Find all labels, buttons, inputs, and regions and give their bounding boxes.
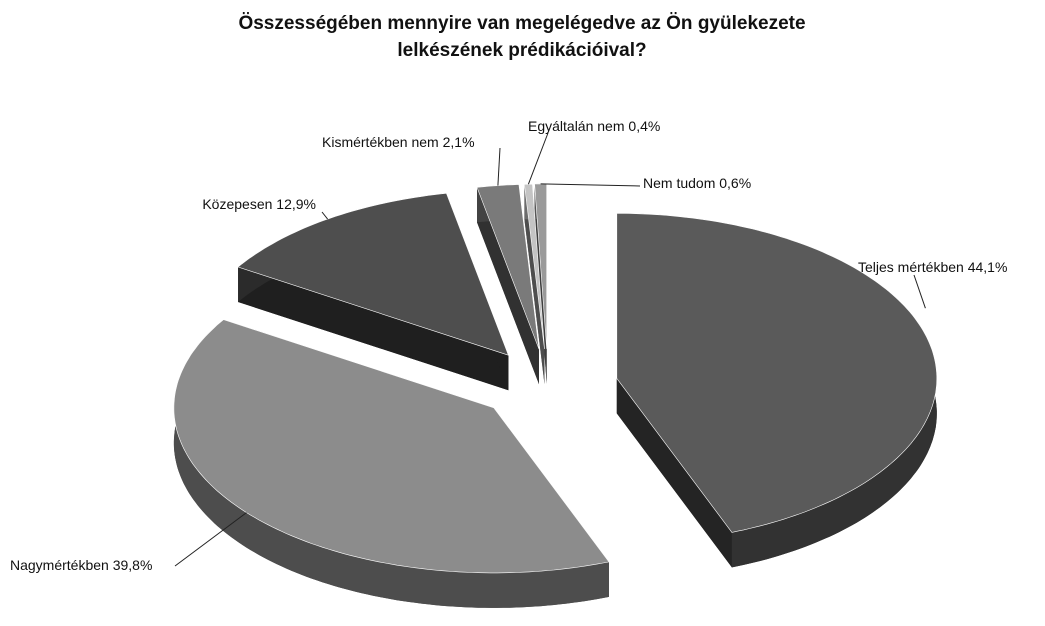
slice-side xyxy=(173,319,609,608)
label-value: 12,9% xyxy=(276,196,316,212)
slice xyxy=(237,192,509,391)
slice-cut-face xyxy=(524,184,545,384)
label-category: Közepesen xyxy=(202,196,272,212)
slice-cut-face xyxy=(238,267,509,391)
leader-line xyxy=(913,274,926,309)
slice xyxy=(524,183,545,384)
label-category: Nem tudom xyxy=(643,175,715,191)
leader-line xyxy=(497,147,501,186)
label-value: 2,1% xyxy=(443,134,475,150)
leader-line xyxy=(527,132,549,185)
leader-line xyxy=(321,211,328,220)
leader-line xyxy=(540,183,641,187)
label-category: Kismértékben nem xyxy=(322,134,439,150)
chart-title: Összességében mennyire van megelégedve a… xyxy=(238,13,806,61)
leader-line xyxy=(174,512,247,567)
label-category: Egyáltalán nem xyxy=(528,118,625,134)
slice xyxy=(476,184,540,385)
label-value: 0,4% xyxy=(628,118,660,134)
data-label: Kismértékben nem 2,1% xyxy=(322,134,475,150)
label-value: 0,6% xyxy=(719,175,751,191)
slice-cut-face xyxy=(477,187,539,385)
label-value: 44,1% xyxy=(968,259,1008,275)
slice-cut-face xyxy=(616,378,732,568)
label-category: Teljes mértékben xyxy=(858,259,964,275)
data-label: Teljes mértékben 44,1% xyxy=(858,259,1007,275)
slice-top xyxy=(616,213,938,533)
slice xyxy=(616,213,938,568)
data-label: Nagymértékben 39,8% xyxy=(10,557,152,573)
label-category: Nagymértékben xyxy=(10,557,109,573)
data-label: Nem tudom 0,6% xyxy=(643,175,751,191)
label-value: 39,8% xyxy=(113,557,153,573)
slice xyxy=(173,319,610,608)
data-label: Egyáltalán nem 0,4% xyxy=(528,118,660,134)
data-label: Közepesen 12,9% xyxy=(202,196,316,212)
